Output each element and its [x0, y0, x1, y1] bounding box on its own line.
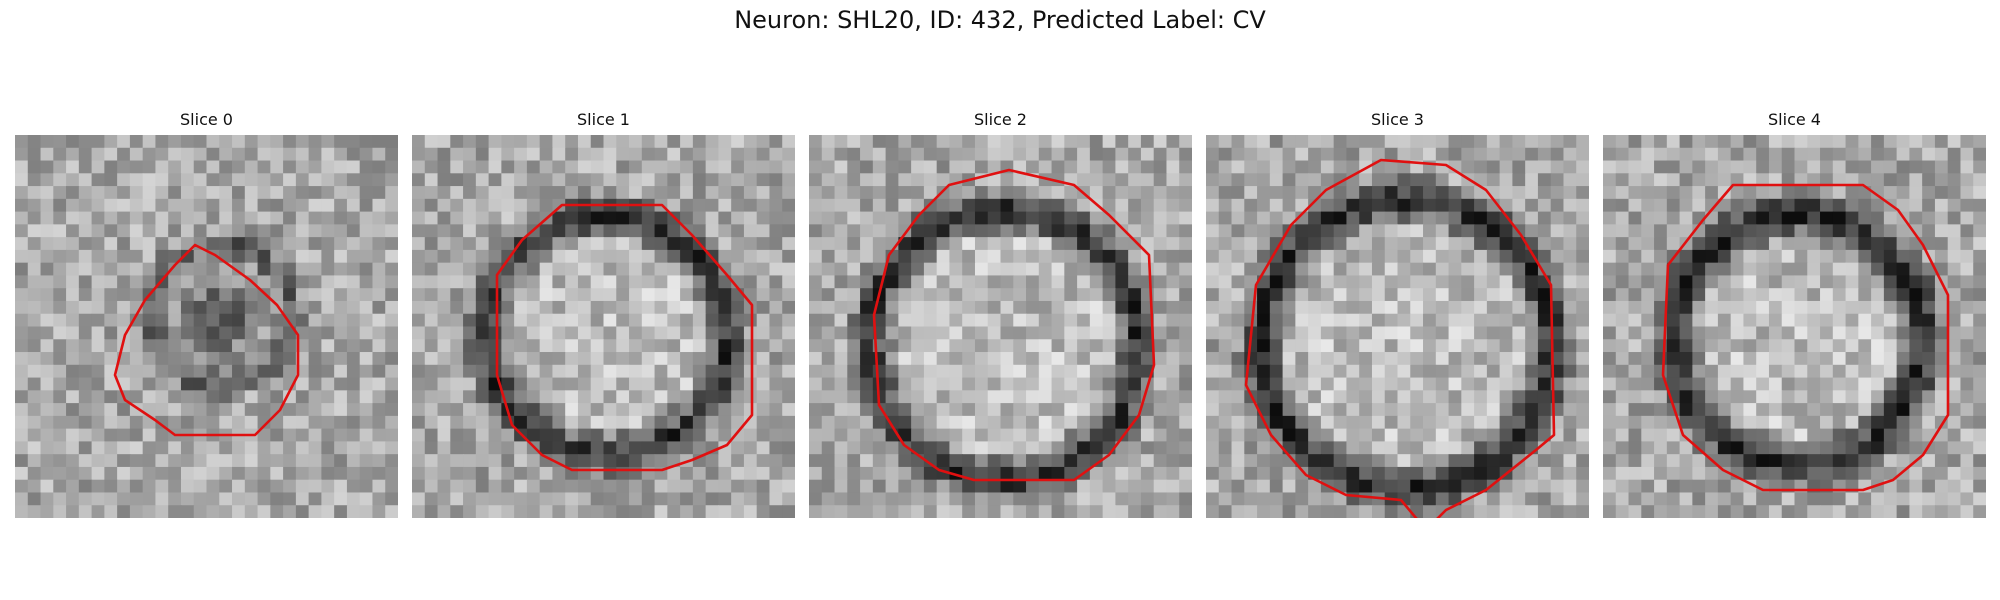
slice-image-1	[412, 135, 795, 518]
slice-panel-3: Slice 3	[1206, 108, 1589, 518]
cell-contour	[1244, 158, 1556, 518]
micrograph-pixels	[1603, 135, 1986, 518]
slice-panel-0: Slice 0	[15, 108, 398, 518]
figure-title: Neuron: SHL20, ID: 432, Predicted Label:…	[734, 6, 1266, 34]
slice-title-0: Slice 0	[180, 110, 233, 129]
slice-title-4: Slice 4	[1768, 110, 1821, 129]
cell-contour	[1661, 183, 1950, 492]
slice-panel-2: Slice 2	[809, 108, 1192, 518]
micrograph-pixels	[1206, 135, 1589, 518]
slice-title-2: Slice 2	[974, 110, 1027, 129]
slice-image-0	[15, 135, 398, 518]
cell-contour	[495, 203, 754, 472]
slice-image-2	[809, 135, 1192, 518]
slice-panel-1: Slice 1	[412, 108, 795, 518]
micrograph-pixels	[809, 135, 1192, 518]
slice-image-4	[1603, 135, 1986, 518]
slice-title-3: Slice 3	[1371, 110, 1424, 129]
slice-title-1: Slice 1	[577, 110, 630, 129]
cell-contour	[113, 243, 300, 437]
micrograph-pixels	[412, 135, 795, 518]
micrograph-pixels	[15, 135, 398, 518]
slice-image-3	[1206, 135, 1589, 518]
cell-contour	[872, 168, 1156, 482]
slice-panel-4: Slice 4	[1603, 108, 1986, 518]
